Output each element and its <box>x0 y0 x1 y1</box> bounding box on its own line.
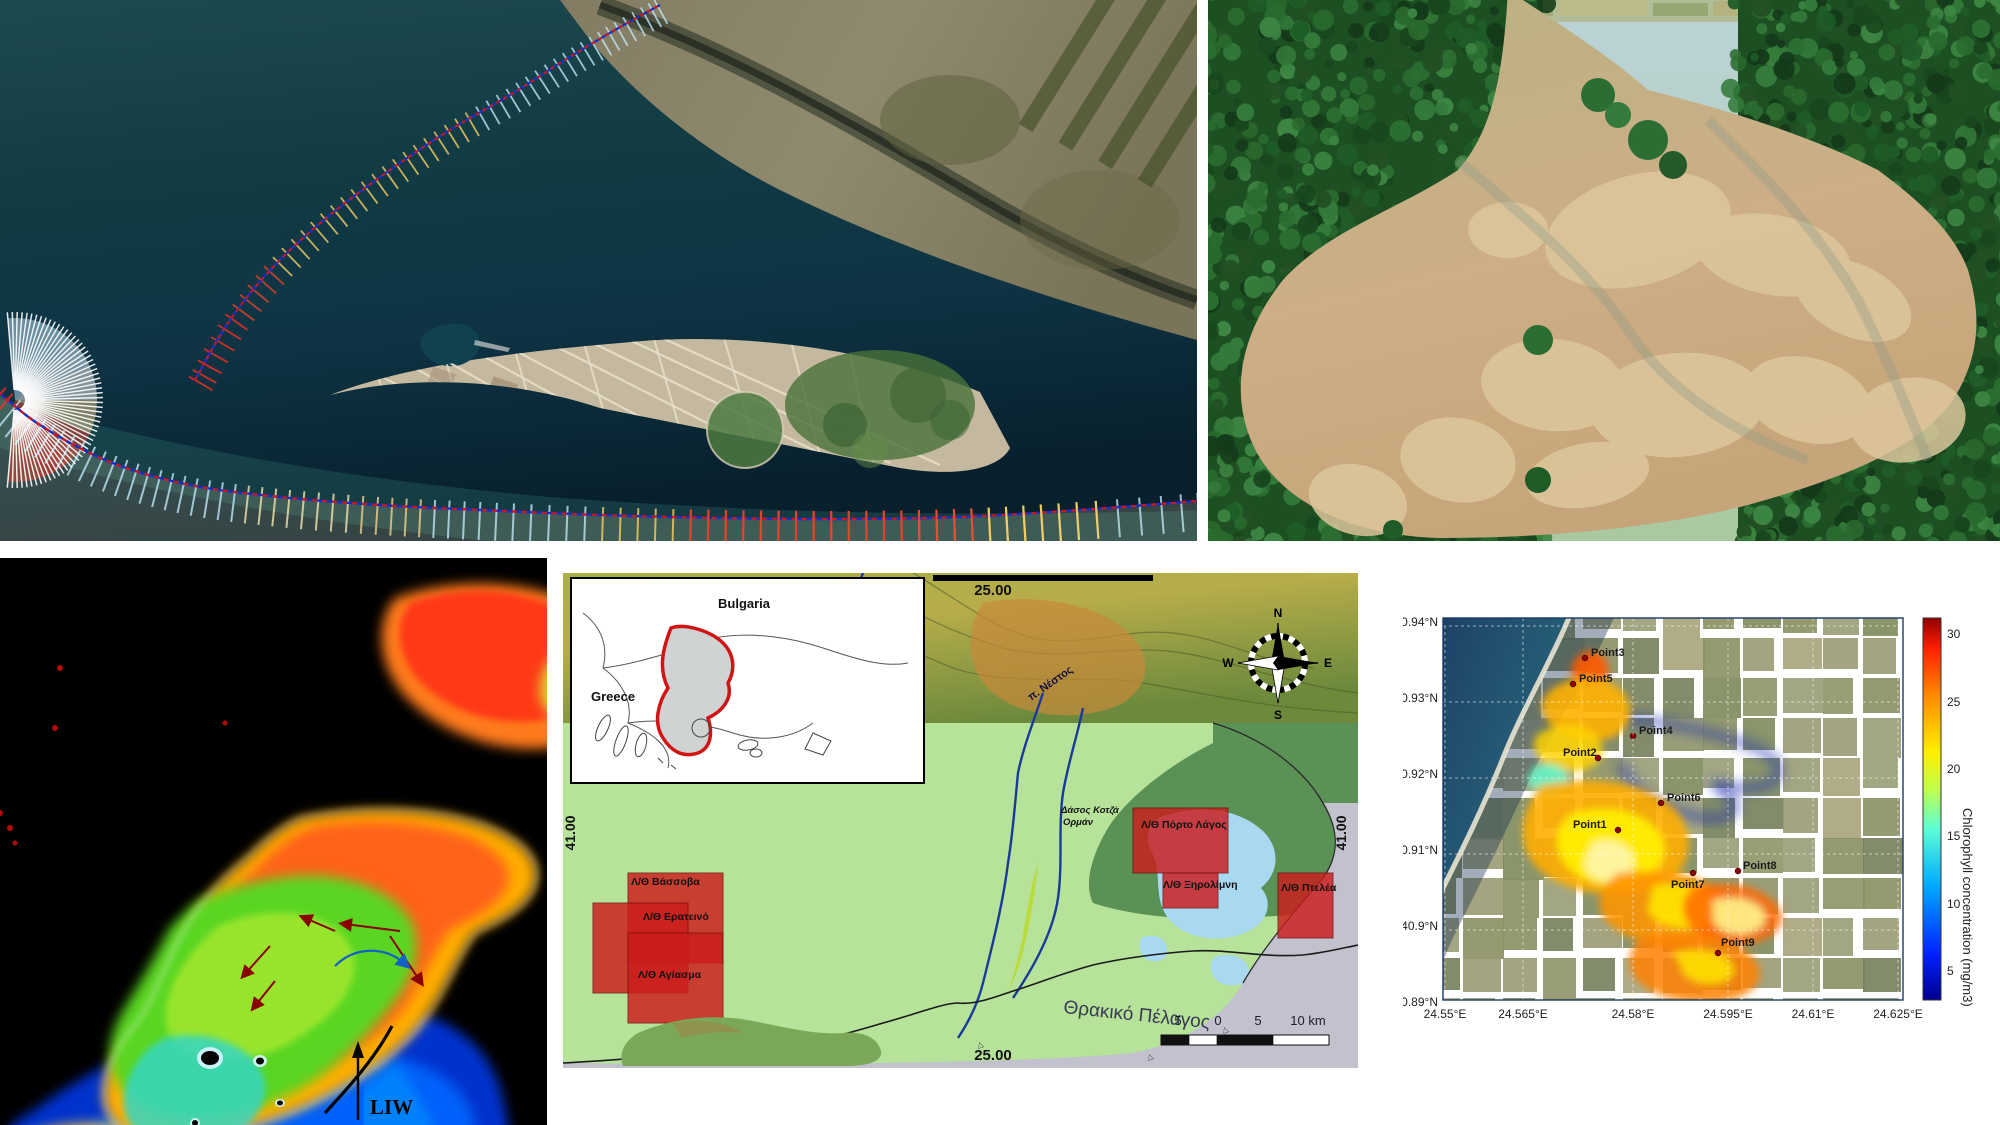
svg-text:15: 15 <box>1947 829 1961 843</box>
svg-text:40.92°N: 40.92°N <box>1403 767 1438 781</box>
svg-text:24.58°E: 24.58°E <box>1612 1007 1655 1021</box>
svg-text:Point4: Point4 <box>1639 725 1673 737</box>
svg-text:N: N <box>1274 606 1283 620</box>
svg-text:25: 25 <box>1947 695 1961 709</box>
svg-text:5: 5 <box>1254 1013 1261 1028</box>
svg-text:Point3: Point3 <box>1591 647 1625 659</box>
svg-text:5: 5 <box>1174 1013 1181 1028</box>
svg-text:24.625°E: 24.625°E <box>1873 1007 1923 1021</box>
svg-text:Point6: Point6 <box>1667 792 1701 804</box>
svg-text:Ορμάν: Ορμάν <box>1063 817 1094 828</box>
svg-text:25.00: 25.00 <box>974 582 1012 599</box>
svg-text:20: 20 <box>1947 762 1961 776</box>
svg-text:Δάσος Κοτζά: Δάσος Κοτζά <box>1060 805 1120 816</box>
svg-text:Λ/Θ Βάσσοβα: Λ/Θ Βάσσοβα <box>631 876 700 888</box>
svg-text:E: E <box>1324 656 1332 670</box>
svg-text:41.00: 41.00 <box>1333 815 1349 850</box>
svg-text:24.55°E: 24.55°E <box>1424 1007 1467 1021</box>
svg-text:Greece: Greece <box>591 689 635 704</box>
svg-text:10 km: 10 km <box>1290 1013 1325 1028</box>
svg-text:Λ/Θ Πτελέα: Λ/Θ Πτελέα <box>1281 882 1337 894</box>
svg-text:Bulgaria: Bulgaria <box>718 596 771 611</box>
svg-text:5: 5 <box>1947 964 1954 978</box>
svg-text:Point7: Point7 <box>1671 879 1705 891</box>
svg-text:40.93°N: 40.93°N <box>1403 691 1438 705</box>
svg-text:LIW: LIW <box>370 1095 413 1119</box>
svg-text:Λ/Θ Ξηρολίμνη: Λ/Θ Ξηρολίμνη <box>1163 879 1238 891</box>
svg-text:Chlorophyll concentration (mg/: Chlorophyll concentration (mg/m3) <box>1960 808 1975 1007</box>
svg-text:Point2: Point2 <box>1563 747 1597 759</box>
svg-text:Λ/Θ Αγίασμα: Λ/Θ Αγίασμα <box>638 969 702 981</box>
svg-text:Point8: Point8 <box>1743 860 1777 872</box>
svg-text:Point9: Point9 <box>1721 937 1755 949</box>
svg-text:10: 10 <box>1947 897 1961 911</box>
svg-text:25.00: 25.00 <box>974 1047 1012 1064</box>
svg-text:40.9°N: 40.9°N <box>1403 919 1438 933</box>
svg-text:24.565°E: 24.565°E <box>1498 1007 1548 1021</box>
svg-text:S: S <box>1274 708 1282 722</box>
svg-text:Point1: Point1 <box>1573 819 1607 831</box>
svg-text:0: 0 <box>1214 1013 1221 1028</box>
svg-text:24.61°E: 24.61°E <box>1792 1007 1835 1021</box>
svg-text:W: W <box>1222 656 1234 670</box>
svg-text:40.94°N: 40.94°N <box>1403 615 1438 629</box>
svg-text:30: 30 <box>1947 627 1961 641</box>
svg-text:40.91°N: 40.91°N <box>1403 843 1438 857</box>
svg-text:Point5: Point5 <box>1579 673 1613 685</box>
svg-text:41.00: 41.00 <box>563 815 578 850</box>
svg-text:24.595°E: 24.595°E <box>1703 1007 1753 1021</box>
svg-text:Λ/Θ Πόρτο Λάγος: Λ/Θ Πόρτο Λάγος <box>1141 819 1227 831</box>
svg-text:Λ/Θ Ερατεινό: Λ/Θ Ερατεινό <box>643 911 709 923</box>
